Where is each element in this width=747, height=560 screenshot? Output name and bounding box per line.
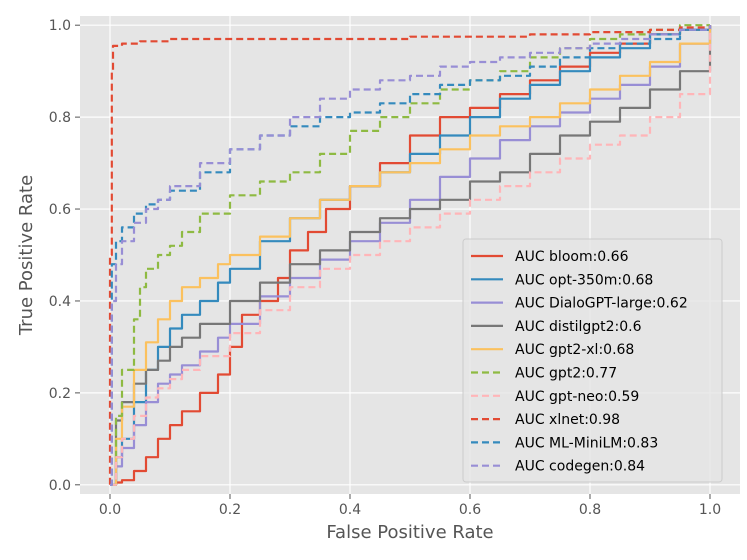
series-line-9: [110, 25, 712, 486]
series-lines: [108, 24, 712, 486]
x-tick-label: 0.6: [459, 502, 481, 518]
y-tick-label: 0.0: [49, 478, 71, 494]
series-line-3: [110, 25, 712, 486]
x-tick-label: 0.0: [99, 502, 121, 518]
series-line-0: [110, 25, 712, 486]
series-line-5: [110, 24, 710, 486]
legend-entry-label: AUC codegen:0.84: [515, 459, 645, 475]
legend-entry-label: AUC gpt2:0.77: [515, 366, 617, 382]
legend: AUC bloom:0.66 AUC opt-350m:0.68 AUC Dialo…: [462, 238, 723, 483]
y-tick-label: 1.0: [49, 18, 71, 34]
y-tick-label: 0.4: [49, 294, 71, 310]
axis-ticks: 0.0 0.2 0.4 0.6 0.8 1.0 0.0 0.2 0.4 0.6 0.8 1.0: [49, 18, 721, 518]
legend-entry-label: AUC gpt2-xl:0.68: [515, 342, 634, 358]
legend-entry-label: AUC distilgpt2:0.6: [515, 319, 642, 335]
y-tick-label: 0.8: [49, 110, 71, 126]
x-tick-label: 0.2: [219, 502, 241, 518]
legend-entry-label: AUC xlnet:0.98: [515, 412, 620, 428]
y-axis-label: True Positive Rate: [16, 175, 37, 336]
legend-entry-label: AUC bloom:0.66: [515, 249, 629, 265]
series-line-8: [110, 25, 712, 486]
series-line-4: [110, 25, 712, 486]
legend-entry-label: AUC opt-350m:0.68: [515, 272, 653, 288]
x-axis-label: False Positive Rate: [326, 522, 493, 543]
legend-box: [462, 238, 723, 483]
series-line-7: [108, 25, 712, 485]
y-tick-label: 0.2: [49, 386, 71, 402]
series-line-6: [110, 25, 712, 486]
legend-entry-label: AUC DialoGPT-large:0.62: [515, 296, 688, 312]
y-tick-label: 0.6: [49, 202, 71, 218]
x-tick-label: 0.8: [579, 502, 601, 518]
x-tick-label: 1.0: [699, 502, 721, 518]
legend-entry-label: AUC ML-MiniLM:0.83: [515, 435, 658, 451]
legend-entry-label: AUC gpt-neo:0.59: [515, 389, 639, 405]
x-tick-label: 0.4: [339, 502, 361, 518]
